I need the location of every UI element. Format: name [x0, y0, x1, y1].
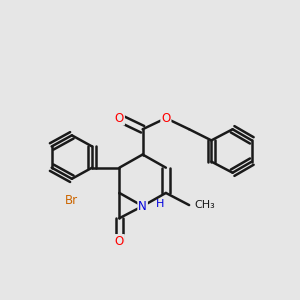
Text: CH₃: CH₃ [194, 200, 215, 210]
Text: O: O [115, 112, 124, 124]
Text: N: N [138, 200, 147, 213]
Text: O: O [161, 112, 170, 124]
Text: O: O [115, 235, 124, 248]
Text: Br: Br [65, 194, 78, 206]
Text: H: H [156, 199, 164, 209]
